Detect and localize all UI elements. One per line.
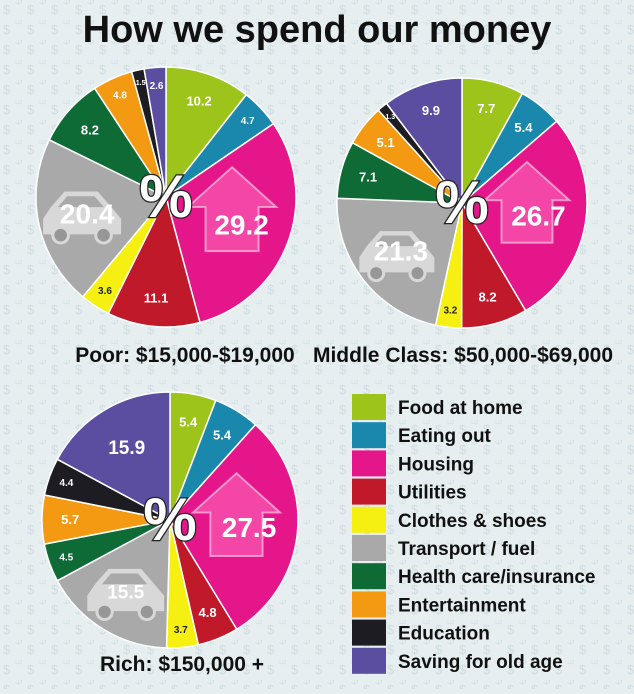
caption-poor: Poor: $15,000-$19,000 — [75, 344, 294, 367]
car-icon — [43, 191, 122, 245]
legend-swatch-transport-fuel — [352, 535, 386, 561]
label-education: 1.3 — [385, 114, 395, 121]
label-eating-out: 4.7 — [241, 116, 255, 127]
label-housing: 26.7 — [511, 200, 566, 231]
legend-swatch-eating-out — [352, 422, 386, 449]
legend: Food at home Eating out Housing Utilities Cl… — [352, 394, 595, 674]
legend-label-transport-fuel: Transport / fuel — [398, 539, 535, 560]
label-saving-for-old-age: 2.6 — [150, 81, 164, 92]
label-eating-out: 5.4 — [213, 427, 232, 442]
car-icon — [359, 231, 435, 283]
legend-swatch-food-at-home — [352, 394, 386, 420]
pie-chart-poor: 10.2 4.7 29.2 11.1 3.6 20.4 8.2 4.8 1.5 2.6% — [35, 66, 297, 328]
legend-label-eating-out: Eating out — [398, 426, 492, 447]
slice-saving-for-old-age — [385, 77, 463, 206]
legend-label-education: Education — [398, 624, 490, 645]
legend-label-utilities: Utilities — [398, 483, 467, 504]
slice-saving-for-old-age — [143, 66, 167, 198]
label-clothes-shoes: 3.7 — [174, 625, 188, 636]
label-education: 4.4 — [59, 478, 73, 489]
legend-label-housing: Housing — [398, 454, 474, 475]
label-transport-fuel: 21.3 — [374, 235, 429, 266]
label-entertainment: 4.8 — [113, 91, 127, 102]
legend-swatch-clothes-shoes — [352, 506, 386, 533]
label-entertainment: 5.1 — [377, 135, 395, 150]
label-saving-for-old-age: 9.9 — [422, 103, 440, 118]
legend-swatch-utilities — [352, 478, 386, 505]
center-percent-symbol: % — [143, 486, 196, 553]
legend-swatch-saving-for-old-age — [352, 647, 386, 674]
label-housing: 27.5 — [222, 512, 277, 543]
label-eating-out: 5.4 — [514, 120, 533, 135]
legend-swatch-education — [352, 619, 386, 646]
label-health-care-insurance: 8.2 — [81, 122, 99, 137]
label-education: 1.5 — [136, 80, 146, 87]
label-utilities: 4.8 — [199, 605, 217, 620]
label-clothes-shoes: 3.6 — [98, 286, 112, 297]
center-percent-symbol: % — [139, 163, 192, 230]
house-icon — [481, 160, 573, 244]
house-icon — [190, 471, 283, 557]
label-health-care-insurance: 4.5 — [59, 552, 73, 563]
legend-swatch-entertainment — [352, 591, 386, 618]
legend-swatch-housing — [352, 450, 386, 477]
caption-rich: Rich: $150,000 + — [100, 653, 264, 676]
label-food-at-home: 7.7 — [477, 101, 495, 116]
label-food-at-home: 10.2 — [186, 94, 211, 109]
house-icon — [185, 165, 279, 253]
caption-middle-class: Middle Class: $50,000-$69,000 — [313, 344, 613, 367]
label-clothes-shoes: 3.2 — [443, 305, 457, 316]
legend-label-saving-for-old-age: Saving for old age — [398, 652, 563, 673]
center-percent-symbol: % — [435, 169, 488, 236]
slice-utilities — [107, 194, 201, 328]
label-housing: 29.2 — [214, 210, 269, 241]
label-transport-fuel: 20.4 — [60, 199, 115, 230]
legend-label-clothes-shoes: Clothes & shoes — [398, 511, 547, 532]
legend-swatch-health-care-insurance — [352, 563, 386, 590]
chart-title: How we spend our money — [83, 9, 552, 51]
label-entertainment: 5.7 — [61, 512, 79, 527]
legend-label-health-care-insurance: Health care/insurance — [398, 567, 595, 588]
label-food-at-home: 5.4 — [179, 414, 198, 429]
label-health-care-insurance: 7.1 — [359, 170, 377, 185]
legend-label-entertainment: Entertainment — [398, 595, 526, 616]
pie-chart-middle-class: 7.7 5.4 26.7 8.2 3.2 21.3 7.1 5.1 1.3 9.9% — [336, 77, 588, 329]
car-icon — [87, 568, 165, 622]
label-saving-for-old-age: 15.9 — [108, 438, 145, 459]
legend-label-food-at-home: Food at home — [398, 398, 523, 419]
slice-saving-for-old-age — [56, 391, 171, 522]
slice-food-at-home — [165, 66, 248, 200]
label-utilities: 11.1 — [144, 290, 169, 305]
pie-chart-rich: 5.4 5.4 27.5 4.8 3.7 15.5 4.5 5.7 4.4 15.9% — [41, 391, 299, 649]
label-utilities: 8.2 — [479, 290, 497, 305]
label-transport-fuel: 15.5 — [107, 583, 144, 604]
